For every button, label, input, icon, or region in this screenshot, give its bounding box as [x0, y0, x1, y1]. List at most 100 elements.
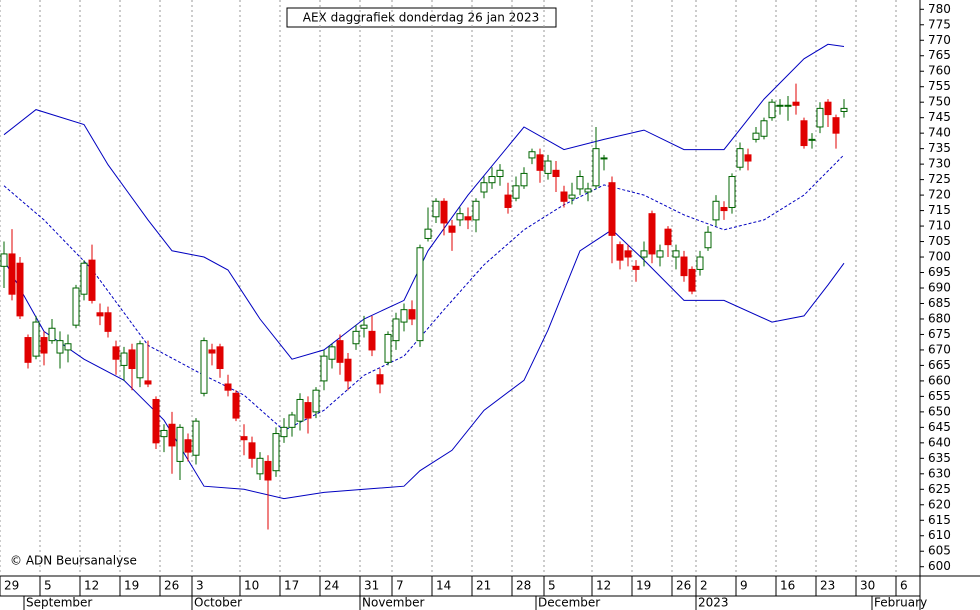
- candle-body: [96, 312, 104, 317]
- month-label: 2023: [698, 596, 729, 610]
- candle-body: [176, 426, 184, 462]
- candle-body: [296, 398, 304, 422]
- y-tick-label: 620: [928, 497, 951, 511]
- candle-body: [184, 439, 192, 453]
- y-tick-label: 695: [928, 265, 951, 279]
- candle-body: [128, 349, 136, 370]
- candle-body: [224, 383, 232, 391]
- x-tick-label: 24: [324, 579, 339, 593]
- candle-body: [144, 380, 152, 385]
- candle-body: [248, 442, 256, 459]
- candle-body: [344, 358, 352, 382]
- y-tick-label: 700: [928, 250, 951, 264]
- candle-body: [432, 200, 440, 218]
- candle-body: [352, 330, 360, 345]
- candle-body: [240, 436, 248, 441]
- x-tick-label: 5: [548, 579, 556, 593]
- candle-body: [56, 340, 64, 354]
- y-tick-label: 605: [928, 544, 951, 558]
- x-tick-label: 3: [196, 579, 204, 593]
- title-box: [286, 7, 557, 28]
- candle-body: [88, 259, 96, 301]
- candle-body: [256, 457, 264, 475]
- candle-body: [400, 309, 408, 323]
- candle-body: [376, 374, 384, 385]
- candle-body: [776, 104, 784, 107]
- x-tick-label: 14: [436, 579, 451, 593]
- candle-body: [424, 228, 432, 239]
- candle-body: [648, 213, 656, 255]
- y-tick-label: 735: [928, 141, 951, 155]
- bollinger-band: [3, 154, 845, 432]
- candle-body: [392, 318, 400, 342]
- x-tick-label: 16: [780, 579, 795, 593]
- x-tick-label: 10: [244, 579, 259, 593]
- x-tick-label: 7: [396, 579, 404, 593]
- candle-body: [632, 265, 640, 270]
- x-tick-label: 26: [676, 579, 691, 593]
- y-tick-label: 730: [928, 157, 951, 171]
- y-tick-label: 760: [928, 64, 951, 78]
- x-tick-label: 19: [636, 579, 651, 593]
- candle-body: [288, 414, 296, 428]
- candle-body: [304, 402, 312, 419]
- y-tick-label: 600: [928, 559, 951, 573]
- candle-body: [104, 312, 112, 332]
- copyright: © ADN Beursanalyse: [10, 554, 137, 568]
- y-tick-label: 615: [928, 513, 951, 527]
- x-tick-label: 26: [164, 579, 179, 593]
- candle-body: [800, 120, 808, 147]
- candle-body: [320, 355, 328, 382]
- candle-body: [8, 253, 16, 295]
- candle-body: [720, 206, 728, 212]
- candle-body: [616, 244, 624, 261]
- y-tick-label: 670: [928, 342, 951, 356]
- month-label: September: [26, 596, 92, 610]
- candle-body: [232, 392, 240, 419]
- candle-body: [696, 256, 704, 270]
- candle-body: [464, 216, 472, 221]
- x-tick-label: 12: [596, 579, 611, 593]
- x-tick-label: 21: [476, 579, 491, 593]
- candle-body: [24, 337, 32, 363]
- month-label: November: [362, 596, 424, 610]
- candle-body: [272, 433, 280, 472]
- y-tick-label: 625: [928, 482, 951, 496]
- candle-body: [824, 101, 832, 116]
- candle-body: [384, 333, 392, 363]
- candle-body: [568, 194, 576, 199]
- candle-body: [112, 346, 120, 360]
- candle-body: [40, 337, 48, 354]
- y-tick-label: 665: [928, 358, 951, 372]
- y-tick-label: 655: [928, 389, 951, 403]
- y-tick-label: 690: [928, 281, 951, 295]
- month-label: December: [538, 596, 600, 610]
- candle-body: [576, 176, 584, 190]
- candle-body: [592, 148, 600, 187]
- y-tick-label: 725: [928, 172, 951, 186]
- y-tick-label: 775: [928, 17, 951, 31]
- candle-body: [640, 250, 648, 258]
- candle-body: [496, 169, 504, 178]
- candle-body: [280, 426, 288, 438]
- candle-body: [152, 398, 160, 444]
- candle-body: [32, 321, 40, 357]
- candle-body: [448, 225, 456, 233]
- candle-body: [736, 148, 744, 168]
- y-tick-label: 680: [928, 311, 951, 325]
- candle-body: [832, 117, 840, 134]
- candle-body: [408, 309, 416, 320]
- y-tick-label: 630: [928, 466, 951, 480]
- candle-body: [168, 423, 176, 447]
- candle-body: [72, 287, 80, 326]
- candle-body: [528, 151, 536, 159]
- y-tick-label: 740: [928, 126, 951, 140]
- candle-body: [504, 194, 512, 208]
- candle-body: [360, 324, 368, 329]
- x-tick-label: 30: [860, 579, 875, 593]
- bollinger-band: [3, 43, 845, 360]
- candle-body: [768, 101, 776, 119]
- candle-body: [488, 176, 496, 184]
- candle-body: [792, 101, 800, 106]
